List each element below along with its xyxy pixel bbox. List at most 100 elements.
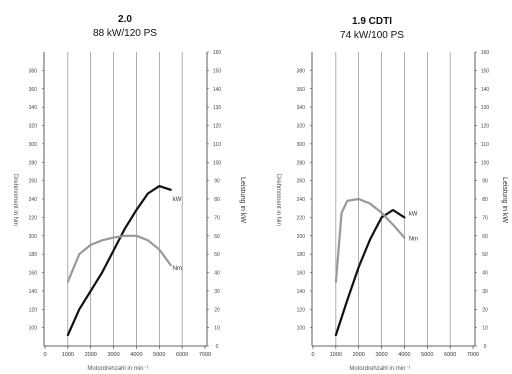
y-left-tick-label: 360 (297, 87, 306, 93)
chart-title: 1.9 CDTI (352, 16, 392, 27)
y-right-tick-label: 110 (481, 142, 489, 148)
y-left-tick-label: 280 (29, 160, 38, 166)
y-right-tick-label: 0 (216, 344, 219, 350)
y-axis-left-label: Drehmoment in Nm (12, 174, 18, 226)
y-left-tick-label: 100 (297, 326, 306, 332)
y-left-tick-label: 220 (29, 215, 38, 221)
x-tick-label: 0 (43, 352, 46, 358)
y-right-tick-label: 110 (213, 142, 221, 148)
y-axis-right-label: Leistung in kW (239, 177, 246, 223)
y-left-tick-label: 340 (297, 105, 306, 111)
y-right-tick-label: 20 (482, 307, 488, 313)
y-left-tick-label: 260 (29, 179, 38, 185)
chart-panel-1-9-cdti: 1.9 CDTI 74 kW/100 PS Drehmoment in Nm L… (275, 16, 508, 372)
chart-title: 2.0 (118, 14, 132, 25)
y-left-tick-label: 180 (297, 252, 306, 258)
y-left-tick-label: 160 (297, 271, 306, 277)
chart-subtitle: 74 kW/100 PS (340, 30, 404, 41)
y-right-tick-label: 70 (482, 215, 488, 221)
y-left-tick-label: 180 (29, 252, 38, 258)
x-tick-label: 6000 (176, 352, 188, 358)
y-left-tick-label: 120 (29, 307, 38, 313)
y-axis-right-label: Leistung in kW (501, 177, 508, 223)
x-tick-label: 5000 (153, 352, 165, 358)
y-right-tick-label: 40 (482, 271, 488, 277)
y-right-tick-label: 10 (482, 326, 488, 332)
x-tick-label: 1000 (62, 352, 74, 358)
series-line-kw (334, 208, 406, 337)
y-left-tick-label: 100 (29, 326, 38, 332)
series-label-kw: kW (173, 197, 182, 203)
y-right-tick-label: 90 (482, 179, 488, 185)
x-tick-label: 7000 (467, 352, 479, 358)
series-label-nm: Nm (409, 237, 418, 243)
x-axis-label: Motordrehzahl in min⁻¹ (87, 366, 148, 372)
y-left-tick-label: 300 (297, 142, 306, 148)
series-line-nm (334, 197, 406, 283)
y-right-tick-label: 120 (481, 124, 490, 130)
series-label-nm: Nm (173, 266, 182, 272)
x-tick-label: 6000 (444, 352, 456, 358)
y-left-tick-label: 340 (29, 105, 38, 111)
y-right-tick-label: 130 (213, 105, 222, 111)
y-right-tick-label: 160 (213, 50, 222, 56)
y-left-tick-label: 200 (297, 234, 306, 240)
y-right-tick-label: 40 (214, 271, 220, 277)
y-left-tick-label: 360 (29, 87, 38, 93)
y-right-tick-label: 130 (481, 105, 490, 111)
x-tick-label: 4000 (130, 352, 142, 358)
chart-panel-2-0: 2.0 88 kW/120 PS Drehmoment in Nm Leistu… (12, 14, 246, 372)
y-left-tick-label: 380 (29, 68, 38, 74)
y-right-tick-label: 140 (481, 87, 490, 93)
y-left-tick-label: 140 (297, 289, 306, 295)
y-right-tick-label: 160 (481, 50, 490, 56)
y-right-tick-label: 70 (214, 215, 220, 221)
y-left-tick-label: 240 (29, 197, 38, 203)
y-left-tick-label: 200 (29, 234, 38, 240)
y-right-tick-label: 0 (484, 344, 487, 350)
y-left-tick-label: 120 (297, 307, 306, 313)
series-line-kw (66, 185, 172, 337)
y-right-tick-label: 30 (482, 289, 488, 295)
series-label-kw: kW (409, 212, 418, 218)
series-line-nm (66, 234, 172, 283)
y-right-tick-label: 150 (481, 68, 490, 74)
y-right-tick-label: 100 (481, 160, 490, 166)
x-tick-label: 1000 (330, 352, 342, 358)
y-left-tick-label: 160 (29, 271, 38, 277)
y-right-tick-label: 140 (213, 87, 222, 93)
y-left-tick-label: 220 (297, 215, 306, 221)
x-tick-label: 4000 (398, 352, 410, 358)
y-right-tick-label: 80 (482, 197, 488, 203)
y-left-tick-label: 240 (297, 197, 306, 203)
chart-subtitle: 88 kW/120 PS (93, 28, 157, 39)
y-right-tick-label: 90 (214, 179, 220, 185)
y-right-tick-label: 30 (214, 289, 220, 295)
y-right-tick-label: 20 (214, 307, 220, 313)
y-left-tick-label: 380 (297, 68, 306, 74)
y-axis-left-label: Drehmoment in Nm (275, 174, 281, 226)
y-left-tick-label: 280 (297, 160, 306, 166)
y-left-tick-label: 300 (29, 142, 38, 148)
y-right-tick-label: 100 (213, 160, 222, 166)
x-tick-label: 2000 (353, 352, 365, 358)
y-right-tick-label: 150 (213, 68, 222, 74)
y-left-tick-label: 320 (29, 124, 38, 130)
x-tick-label: 3000 (107, 352, 119, 358)
y-right-tick-label: 60 (214, 234, 220, 240)
y-left-tick-label: 260 (297, 179, 306, 185)
y-right-tick-label: 50 (482, 252, 488, 258)
y-right-tick-label: 120 (213, 124, 222, 130)
y-left-tick-label: 140 (29, 289, 38, 295)
y-right-tick-label: 80 (214, 197, 220, 203)
x-tick-label: 0 (311, 352, 314, 358)
y-right-tick-label: 60 (482, 234, 488, 240)
x-axis-label: Motordrehzahl in min⁻¹ (349, 366, 410, 372)
y-right-tick-label: 10 (214, 326, 220, 332)
x-tick-label: 2000 (85, 352, 97, 358)
x-tick-label: 7000 (199, 352, 211, 358)
x-tick-label: 5000 (421, 352, 433, 358)
y-right-tick-label: 50 (214, 252, 220, 258)
x-tick-label: 3000 (375, 352, 387, 358)
